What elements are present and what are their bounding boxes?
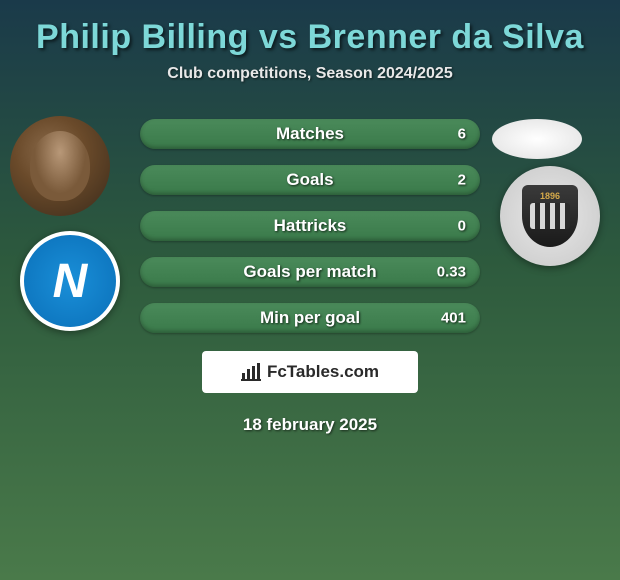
player-right-club-badge	[500, 166, 600, 266]
player-left-avatar	[10, 116, 110, 216]
branding-text: FcTables.com	[267, 362, 379, 382]
club-right-shield-icon	[522, 185, 578, 247]
stat-row-min-per-goal: Min per goal 401	[140, 303, 480, 333]
player-left-club-badge: N	[20, 231, 120, 331]
stat-row-hattricks: Hattricks 0	[140, 211, 480, 241]
stat-label: Matches	[276, 124, 344, 144]
stat-row-goals-per-match: Goals per match 0.33	[140, 257, 480, 287]
stat-label: Goals	[286, 170, 333, 190]
stat-label: Hattricks	[274, 216, 347, 236]
stat-value: 2	[458, 172, 466, 189]
stats-list: Matches 6 Goals 2 Hattricks 0 Goals per …	[140, 111, 480, 333]
comparison-content: N Matches 6 Goals 2 Hattricks 0 Goals pe…	[0, 111, 620, 435]
stat-row-goals: Goals 2	[140, 165, 480, 195]
player-right-avatar	[492, 119, 582, 159]
bar-chart-icon	[241, 363, 261, 381]
stat-value: 0.33	[437, 264, 466, 281]
page-title: Philip Billing vs Brenner da Silva	[0, 0, 620, 65]
stat-value: 0	[458, 218, 466, 235]
subtitle: Club competitions, Season 2024/2025	[0, 65, 620, 83]
date-text: 18 february 2025	[0, 415, 620, 435]
branding-badge: FcTables.com	[202, 351, 418, 393]
stat-label: Min per goal	[260, 308, 360, 328]
stat-value: 401	[441, 310, 466, 327]
stat-label: Goals per match	[243, 262, 376, 282]
stat-row-matches: Matches 6	[140, 119, 480, 149]
stat-value: 6	[458, 126, 466, 143]
club-left-letter: N	[53, 254, 88, 309]
